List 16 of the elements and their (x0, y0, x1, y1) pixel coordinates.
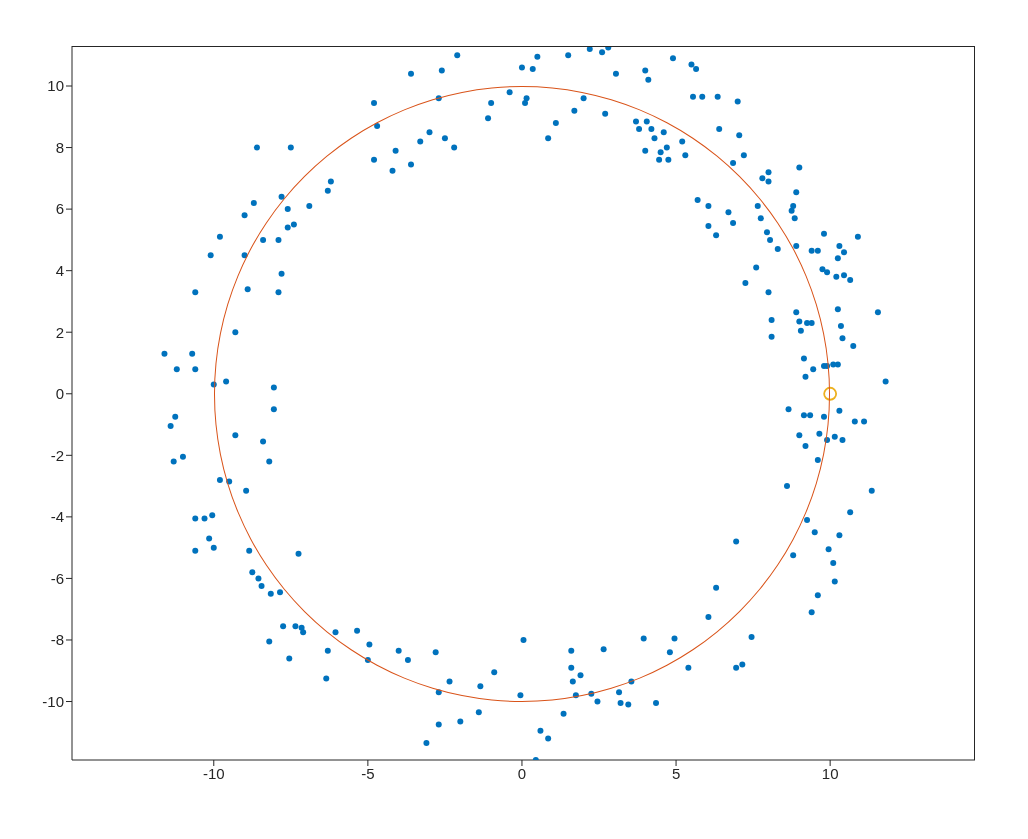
x-tick-label: -5 (361, 764, 375, 782)
y-tick-label: 4 (55, 261, 64, 279)
y-tick-label: 2 (55, 323, 64, 341)
x-tick-label: -10 (202, 764, 225, 782)
x-tick-label: 10 (821, 764, 839, 782)
x-tick-label: 5 (671, 764, 681, 782)
y-tick-label: 8 (55, 138, 64, 156)
y-tick-label: -8 (50, 631, 64, 649)
y-tick-label: -10 (42, 692, 64, 710)
y-tick-label: 10 (47, 77, 64, 95)
y-tick-label: -4 (50, 508, 64, 526)
y-tick-label: 6 (55, 200, 64, 218)
y-tick-label: -6 (50, 569, 64, 587)
x-tick-label: 0 (517, 764, 527, 782)
y-tick-label: -2 (50, 446, 64, 464)
y-tick-label: 0 (55, 385, 64, 403)
